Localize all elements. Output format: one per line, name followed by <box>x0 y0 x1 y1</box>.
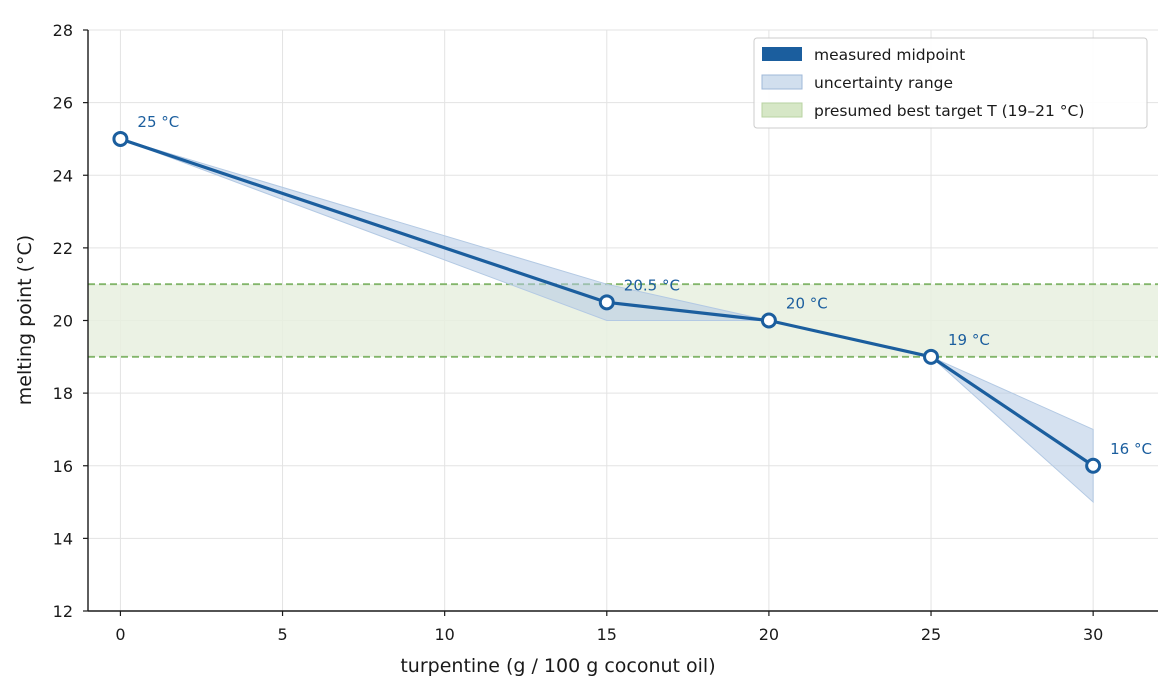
legend-swatch-uncertainty <box>761 74 803 90</box>
y-tick-label: 28 <box>53 21 73 40</box>
x-tick-label: 10 <box>434 625 454 644</box>
y-tick-label: 20 <box>53 312 73 331</box>
y-tick-label: 12 <box>53 602 73 621</box>
y-tick-label: 16 <box>53 457 73 476</box>
data-label: 25 °C <box>137 113 179 131</box>
legend: measured midpoint uncertainty range pres… <box>753 37 1148 129</box>
x-axis-title: turpentine (g / 100 g coconut oil) <box>400 655 715 677</box>
y-tick-label: 24 <box>53 166 73 185</box>
x-tick-label: 20 <box>759 625 779 644</box>
y-axis-title: melting point (°C) <box>14 235 36 405</box>
data-point <box>923 348 940 365</box>
data-point <box>1085 457 1102 474</box>
x-tick-label: 5 <box>277 625 287 644</box>
legend-label-midpoint: measured midpoint <box>814 46 965 64</box>
data-label: 16 °C <box>1110 440 1152 458</box>
data-point <box>598 294 615 311</box>
x-tick-label: 25 <box>921 625 941 644</box>
data-label: 20 °C <box>786 295 828 313</box>
legend-box <box>753 37 1148 129</box>
x-tick-label: 30 <box>1083 625 1103 644</box>
data-point <box>112 130 129 147</box>
y-tick-label: 26 <box>53 94 73 113</box>
series-line <box>112 130 1102 474</box>
x-tick-label: 15 <box>597 625 617 644</box>
legend-swatch-target <box>761 102 803 118</box>
y-tick-label: 18 <box>53 384 73 403</box>
legend-label-target: presumed best target T (19–21 °C) <box>814 102 1084 120</box>
data-point <box>760 312 777 329</box>
tick-labels: 0 5 10 15 20 25 30 12 14 16 18 20 22 24 26 28 <box>53 21 1104 644</box>
y-tick-label: 14 <box>53 529 73 548</box>
data-labels: 25 °C 20.5 °C 20 °C 19 °C 16 °C <box>137 113 1152 458</box>
data-label: 19 °C <box>948 331 990 349</box>
x-tick-label: 0 <box>115 625 125 644</box>
legend-swatch-midpoint <box>762 47 802 61</box>
y-tick-label: 22 <box>53 239 73 258</box>
legend-label-uncertainty: uncertainty range <box>814 74 953 92</box>
data-label: 20.5 °C <box>624 276 680 294</box>
